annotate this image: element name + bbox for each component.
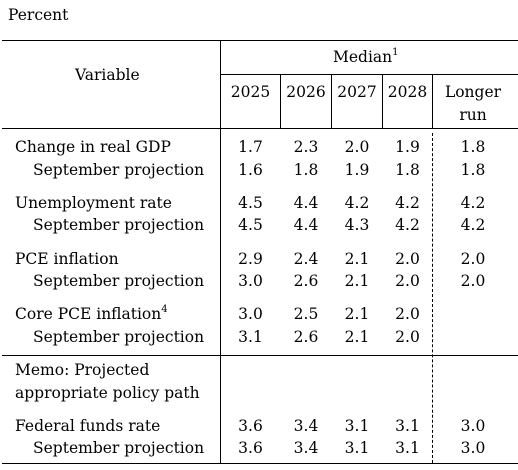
cell-longer-run: 2.0 xyxy=(460,272,486,290)
bottom-rule xyxy=(2,463,518,465)
median-rule xyxy=(221,74,518,75)
cell-2027: 2.1 xyxy=(344,305,370,323)
cell-2028: 2.0 xyxy=(395,328,420,346)
cell-2028: 2.0 xyxy=(395,305,420,323)
cell-2025: 1.7 xyxy=(238,138,263,156)
cell-2027: 3.1 xyxy=(344,417,370,435)
cell-2025: 3.6 xyxy=(238,417,263,435)
year-divider-2 xyxy=(331,75,332,129)
cell-2027: 3.1 xyxy=(344,439,370,457)
median-header-text: Median xyxy=(333,48,393,66)
cell-2026: 4.4 xyxy=(293,194,319,212)
cell-longer-run: 3.0 xyxy=(460,417,486,435)
memo-rule xyxy=(2,355,518,356)
cell-2026: 3.4 xyxy=(293,417,319,435)
year-divider-3 xyxy=(382,75,383,129)
row-label: September projection xyxy=(33,328,205,346)
cell-2025: 1.6 xyxy=(238,161,263,179)
cell-2027: 2.1 xyxy=(344,250,370,268)
cell-2028: 3.1 xyxy=(395,439,420,457)
year-header-2: 2026 xyxy=(286,83,326,101)
cell-2025: 3.0 xyxy=(238,272,263,290)
cell-2027: 1.9 xyxy=(344,161,370,179)
cell-2026: 2.4 xyxy=(293,250,319,268)
cell-2025: 2.9 xyxy=(238,250,263,268)
cell-longer-run: 1.8 xyxy=(460,138,486,156)
cell-2027: 2.1 xyxy=(344,328,370,346)
cell-longer-run: 4.2 xyxy=(460,216,486,234)
row-label: September projection xyxy=(33,216,205,234)
unit-label: Percent xyxy=(8,6,69,24)
cell-2027: 4.2 xyxy=(344,194,370,212)
cell-2027: 2.1 xyxy=(344,272,370,290)
row-label: Change in real GDP xyxy=(15,138,171,156)
longer-run-header-line2: run xyxy=(459,106,487,124)
year-header-1: 2025 xyxy=(230,83,271,101)
memo-line2: appropriate policy path xyxy=(15,384,200,402)
cell-2028: 2.0 xyxy=(395,272,420,290)
cell-2026: 2.6 xyxy=(293,272,319,290)
median-footnote-mark: 1 xyxy=(392,47,399,58)
row-label-text: Core PCE inflation xyxy=(15,305,162,323)
cell-longer-run: 3.0 xyxy=(460,439,486,457)
variable-header: Variable xyxy=(75,66,140,84)
cell-2026: 3.4 xyxy=(293,439,319,457)
cell-2027: 2.0 xyxy=(344,138,370,156)
cell-longer-run: 1.8 xyxy=(460,161,486,179)
cell-2026: 2.6 xyxy=(293,328,319,346)
row-label: Core PCE inflation4 xyxy=(15,304,168,324)
longer-run-header-line1: Longer xyxy=(444,83,502,101)
median-header: Median1 xyxy=(333,47,399,67)
cell-2025: 4.5 xyxy=(238,194,263,212)
year-header-3: 2027 xyxy=(337,83,377,101)
cell-2025: 3.0 xyxy=(238,305,263,323)
cell-2025: 3.1 xyxy=(238,328,263,346)
row-label: September projection xyxy=(33,161,205,179)
row-label: September projection xyxy=(33,439,205,457)
cell-longer-run: 2.0 xyxy=(460,250,486,268)
cell-2026: 2.5 xyxy=(293,305,319,323)
cell-2028: 1.8 xyxy=(395,161,420,179)
memo-line1: Memo: Projected xyxy=(15,361,150,379)
cell-2026: 4.4 xyxy=(293,216,319,234)
cell-2027: 4.3 xyxy=(344,216,370,234)
longer-run-divider xyxy=(432,133,433,463)
row-label: PCE inflation xyxy=(15,250,119,268)
cell-2026: 2.3 xyxy=(293,138,319,156)
core-pce-footnote-mark: 4 xyxy=(161,304,168,315)
row-label: September projection xyxy=(33,272,205,290)
cell-2028: 1.9 xyxy=(395,138,420,156)
row-label: Federal funds rate xyxy=(15,417,161,435)
cell-2025: 3.6 xyxy=(238,439,263,457)
variable-divider xyxy=(220,40,221,464)
header-rule xyxy=(2,128,518,129)
year-divider-1 xyxy=(280,75,281,129)
cell-2025: 4.5 xyxy=(238,216,263,234)
year-divider-4 xyxy=(432,75,433,129)
year-header-4: 2028 xyxy=(387,83,428,101)
cell-2028: 4.2 xyxy=(395,216,420,234)
row-label: Unemployment rate xyxy=(15,194,172,212)
cell-2028: 2.0 xyxy=(395,250,420,268)
cell-2028: 4.2 xyxy=(395,194,420,212)
top-rule xyxy=(2,40,518,42)
cell-longer-run: 4.2 xyxy=(460,194,486,212)
cell-2026: 1.8 xyxy=(293,161,319,179)
cell-2028: 3.1 xyxy=(395,417,420,435)
